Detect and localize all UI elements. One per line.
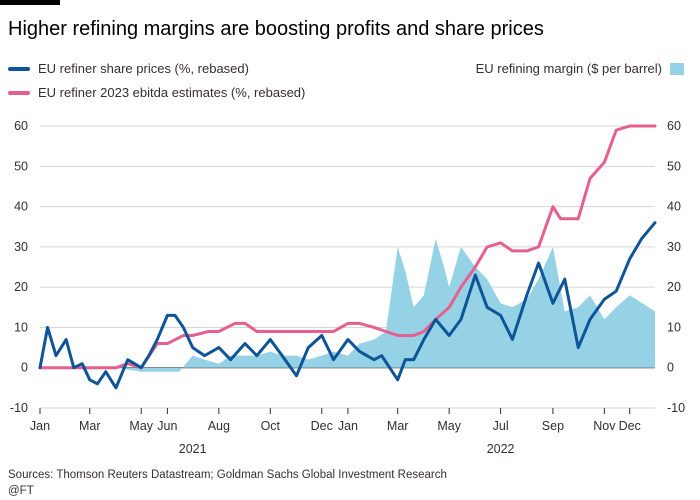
y-tick-label-right: 10	[667, 320, 681, 334]
x-tick-label: Sep	[542, 419, 564, 433]
x-tick-label: May	[129, 419, 153, 433]
share-price-line	[38, 221, 657, 390]
x-tick-label: Oct	[261, 419, 281, 433]
y-tick-label-right: 0	[667, 361, 674, 375]
ebitda-line	[38, 124, 657, 370]
legend-ebitda: EU refiner 2023 ebitda estimates (%, reb…	[8, 85, 305, 100]
x-tick-label: Dec	[311, 419, 333, 433]
legend-share-prices: EU refiner share prices (%, rebased)	[8, 61, 249, 76]
y-tick-label-right: 60	[667, 119, 681, 133]
legend-margin-swatch	[670, 62, 684, 75]
y-tick-label-left: 30	[14, 240, 28, 254]
x-tick-label: Mar	[79, 419, 101, 433]
y-tick-label-left: 50	[14, 159, 28, 173]
y-tick-label-right: -10	[667, 401, 685, 415]
y-tick-label-right: 40	[667, 200, 681, 214]
x-tick-label: May	[437, 419, 461, 433]
legend-margin-label: EU refining margin ($ per barrel)	[475, 61, 662, 76]
year-label: 2022	[487, 442, 515, 456]
y-tick-label-right: 30	[667, 240, 681, 254]
x-tick-label: Jan	[30, 419, 50, 433]
x-tick-label: Jun	[157, 419, 177, 433]
x-tick-label: Jul	[493, 419, 509, 433]
x-tick-label: Nov	[593, 419, 616, 433]
legend-margin: EU refining margin ($ per barrel)	[476, 61, 684, 76]
margin-area	[40, 238, 655, 372]
y-tick-label-left: 20	[14, 280, 28, 294]
y-tick-label-left: 40	[14, 200, 28, 214]
legend-share-prices-swatch	[8, 66, 30, 71]
source-note: Sources: Thomson Reuters Datastream; Gol…	[8, 469, 447, 481]
y-tick-label-left: -10	[10, 401, 28, 415]
legend-ebitda-label: EU refiner 2023 ebitda estimates (%, reb…	[38, 85, 306, 100]
ft-credit: @FT	[8, 485, 34, 497]
year-label: 2021	[179, 442, 207, 456]
y-tick-label-left: 0	[21, 361, 28, 375]
x-tick-label: Jan	[338, 419, 358, 433]
y-tick-label-left: 10	[14, 320, 28, 334]
y-tick-label-right: 50	[667, 159, 681, 173]
legend-share-prices-label: EU refiner share prices (%, rebased)	[38, 61, 249, 76]
y-tick-label-left: 60	[14, 119, 28, 133]
ft-top-bar	[0, 0, 60, 5]
legend-ebitda-swatch	[8, 90, 30, 95]
x-tick-label: Aug	[208, 419, 230, 433]
x-tick-label: Dec	[619, 419, 641, 433]
y-tick-label-right: 20	[667, 280, 681, 294]
chart-title: Higher refining margins are boosting pro…	[8, 18, 544, 40]
x-tick-label: Mar	[387, 419, 409, 433]
